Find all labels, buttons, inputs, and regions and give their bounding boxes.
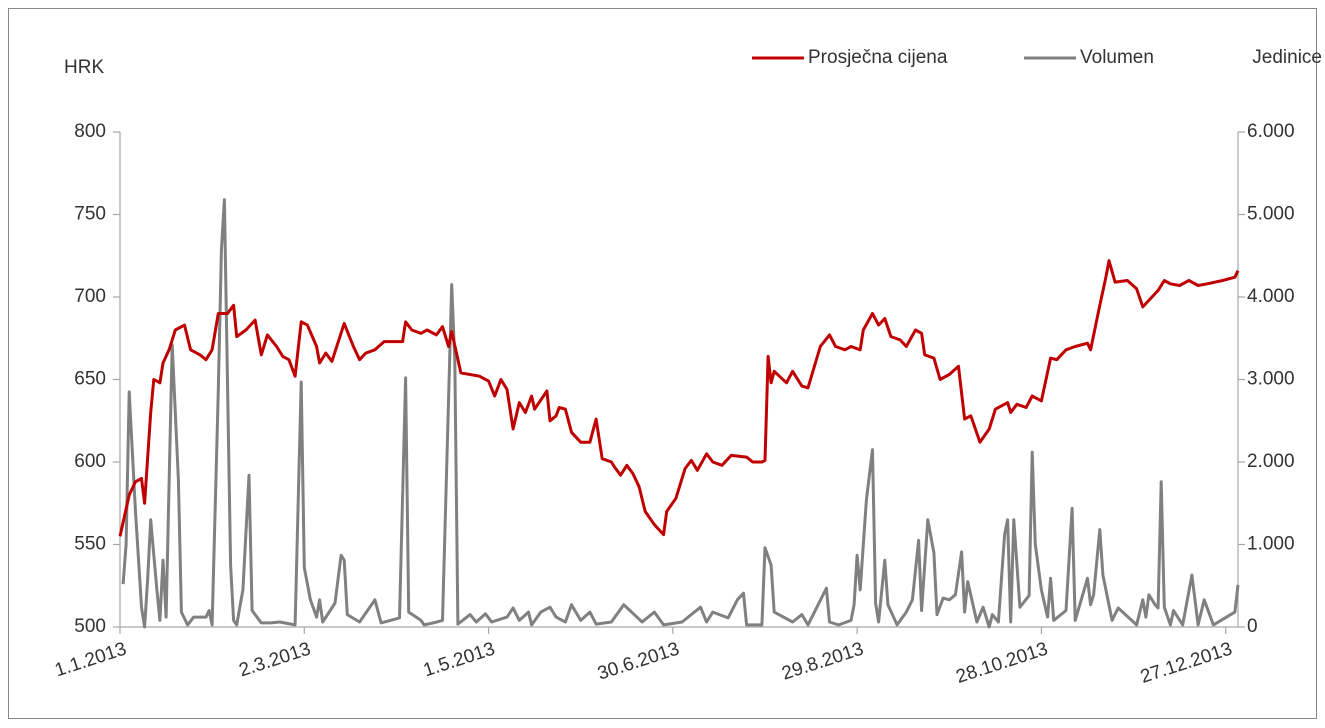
y-axis-label: HRK: [64, 57, 104, 78]
y-tick-label: 650: [74, 369, 106, 390]
y-tick-label: 550: [74, 534, 106, 555]
legend-label: Volumen: [1080, 47, 1154, 68]
legend-label: Prosječna cijena: [808, 47, 948, 68]
y2-tick-label: 4.000: [1247, 286, 1295, 307]
y2-tick-label: 5.000: [1247, 204, 1295, 225]
series-line: [118, 259, 1240, 537]
chart-frame: [8, 8, 1317, 719]
y2-axis-label: Jedinice: [1252, 47, 1322, 68]
y2-tick-label: 2.000: [1247, 451, 1295, 472]
series-line: [121, 198, 1240, 629]
y2-tick-label: 0: [1247, 616, 1258, 637]
y2-tick-label: 1.000: [1247, 534, 1295, 555]
y2-tick-label: 3.000: [1247, 369, 1295, 390]
y-tick-label: 800: [74, 121, 106, 142]
y-tick-label: 500: [74, 616, 106, 637]
y-tick-label: 750: [74, 204, 106, 225]
y-tick-label: 600: [74, 451, 106, 472]
y-tick-label: 700: [74, 286, 106, 307]
y2-tick-label: 6.000: [1247, 121, 1295, 142]
